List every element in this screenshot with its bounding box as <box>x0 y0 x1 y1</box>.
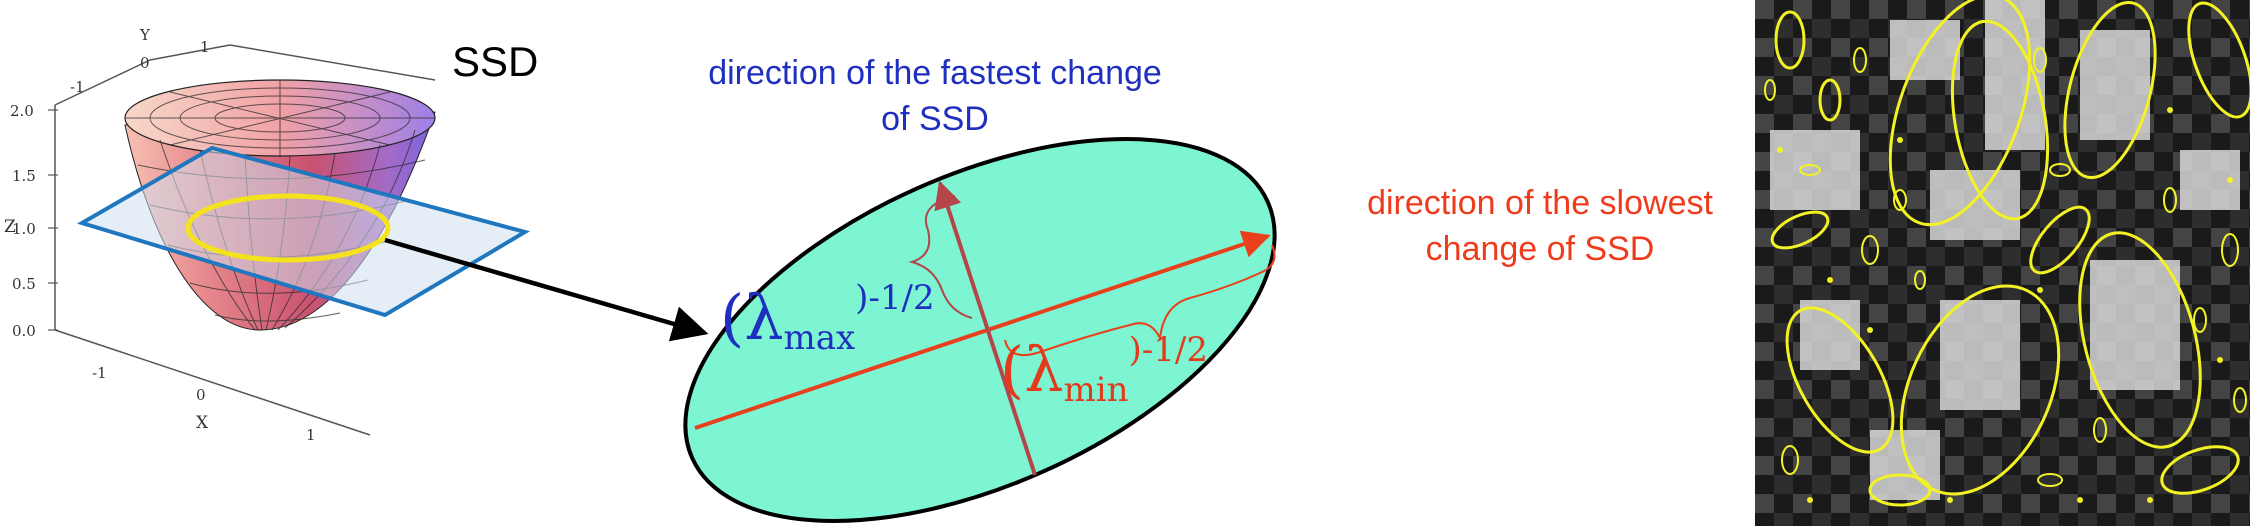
ssd-label: SSD <box>452 38 538 86</box>
x-tick-0: 0 <box>196 386 206 404</box>
z-tick-2.0: 2.0 <box>10 102 34 120</box>
x-tick-1: 1 <box>306 426 316 444</box>
z-axis-label: Z <box>4 217 16 237</box>
x-axis-label: X <box>196 413 209 433</box>
z-tick-0.0: 0.0 <box>12 322 36 340</box>
y-tick-neg1: -1 <box>70 78 85 96</box>
lambda-min-label: (λmin)-1/2 <box>1000 330 1208 410</box>
slowest-direction-label: direction of the slowest change of SSD <box>1330 180 1750 272</box>
lambda-max-label: (λmax)-1/2 <box>720 278 935 358</box>
texture-ellipse-image <box>1755 0 2250 526</box>
z-tick-1.5: 1.5 <box>12 167 36 185</box>
z-axis-ticks <box>48 110 58 330</box>
x-tick-neg1: -1 <box>92 364 107 382</box>
y-axis-label: Y <box>139 26 151 44</box>
y-tick-0: 0 <box>140 54 150 72</box>
z-tick-0.5: 0.5 <box>12 275 36 293</box>
fastest-direction-label: direction of the fastest change of SSD <box>705 50 1165 142</box>
y-tick-1: 1 <box>200 38 210 56</box>
